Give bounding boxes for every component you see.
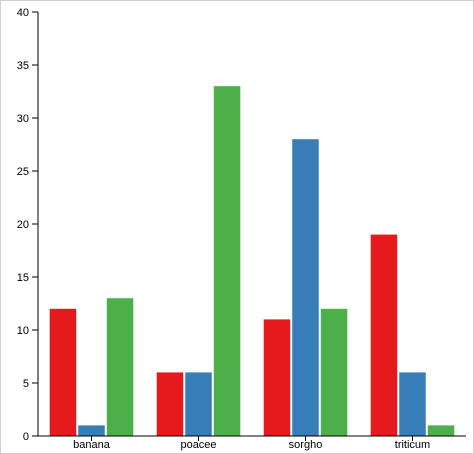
y-tick-label: 25 bbox=[17, 166, 29, 178]
y-tick-label: 0 bbox=[23, 431, 29, 443]
bar-banana-series-1 bbox=[49, 308, 77, 436]
x-tick-label: banana bbox=[73, 439, 111, 451]
bar-triticum-series-1 bbox=[370, 234, 398, 436]
y-tick-label: 10 bbox=[17, 325, 29, 337]
y-tick-label: 5 bbox=[23, 378, 29, 390]
y-axis: 0 5 10 15 20 25 30 35 40 bbox=[17, 7, 39, 443]
bar-banana-series-2 bbox=[78, 425, 105, 436]
bar-sorgho-series-1 bbox=[263, 319, 291, 436]
bar-triticum-series-2 bbox=[399, 372, 426, 436]
y-tick-label: 30 bbox=[17, 113, 29, 125]
y-tick-label: 20 bbox=[17, 219, 29, 231]
bars-layer bbox=[49, 86, 455, 436]
y-tick-label: 15 bbox=[17, 272, 29, 284]
y-tick-label: 35 bbox=[17, 60, 29, 72]
bar-sorgho-series-2 bbox=[292, 139, 319, 436]
x-tick-label: triticum bbox=[395, 439, 430, 451]
bar-banana-series-3 bbox=[106, 298, 134, 436]
x-tick-label: poacee bbox=[180, 439, 216, 451]
bar-poacee-series-1 bbox=[156, 372, 184, 436]
x-tick-label: sorgho bbox=[289, 439, 323, 451]
bar-triticum-series-3 bbox=[427, 425, 455, 436]
bar-sorgho-series-3 bbox=[320, 308, 348, 436]
x-axis: banana poacee sorgho triticum bbox=[38, 435, 466, 451]
y-tick-label: 40 bbox=[17, 7, 29, 19]
bar-poacee-series-3 bbox=[213, 86, 241, 436]
bar-poacee-series-2 bbox=[185, 372, 212, 436]
